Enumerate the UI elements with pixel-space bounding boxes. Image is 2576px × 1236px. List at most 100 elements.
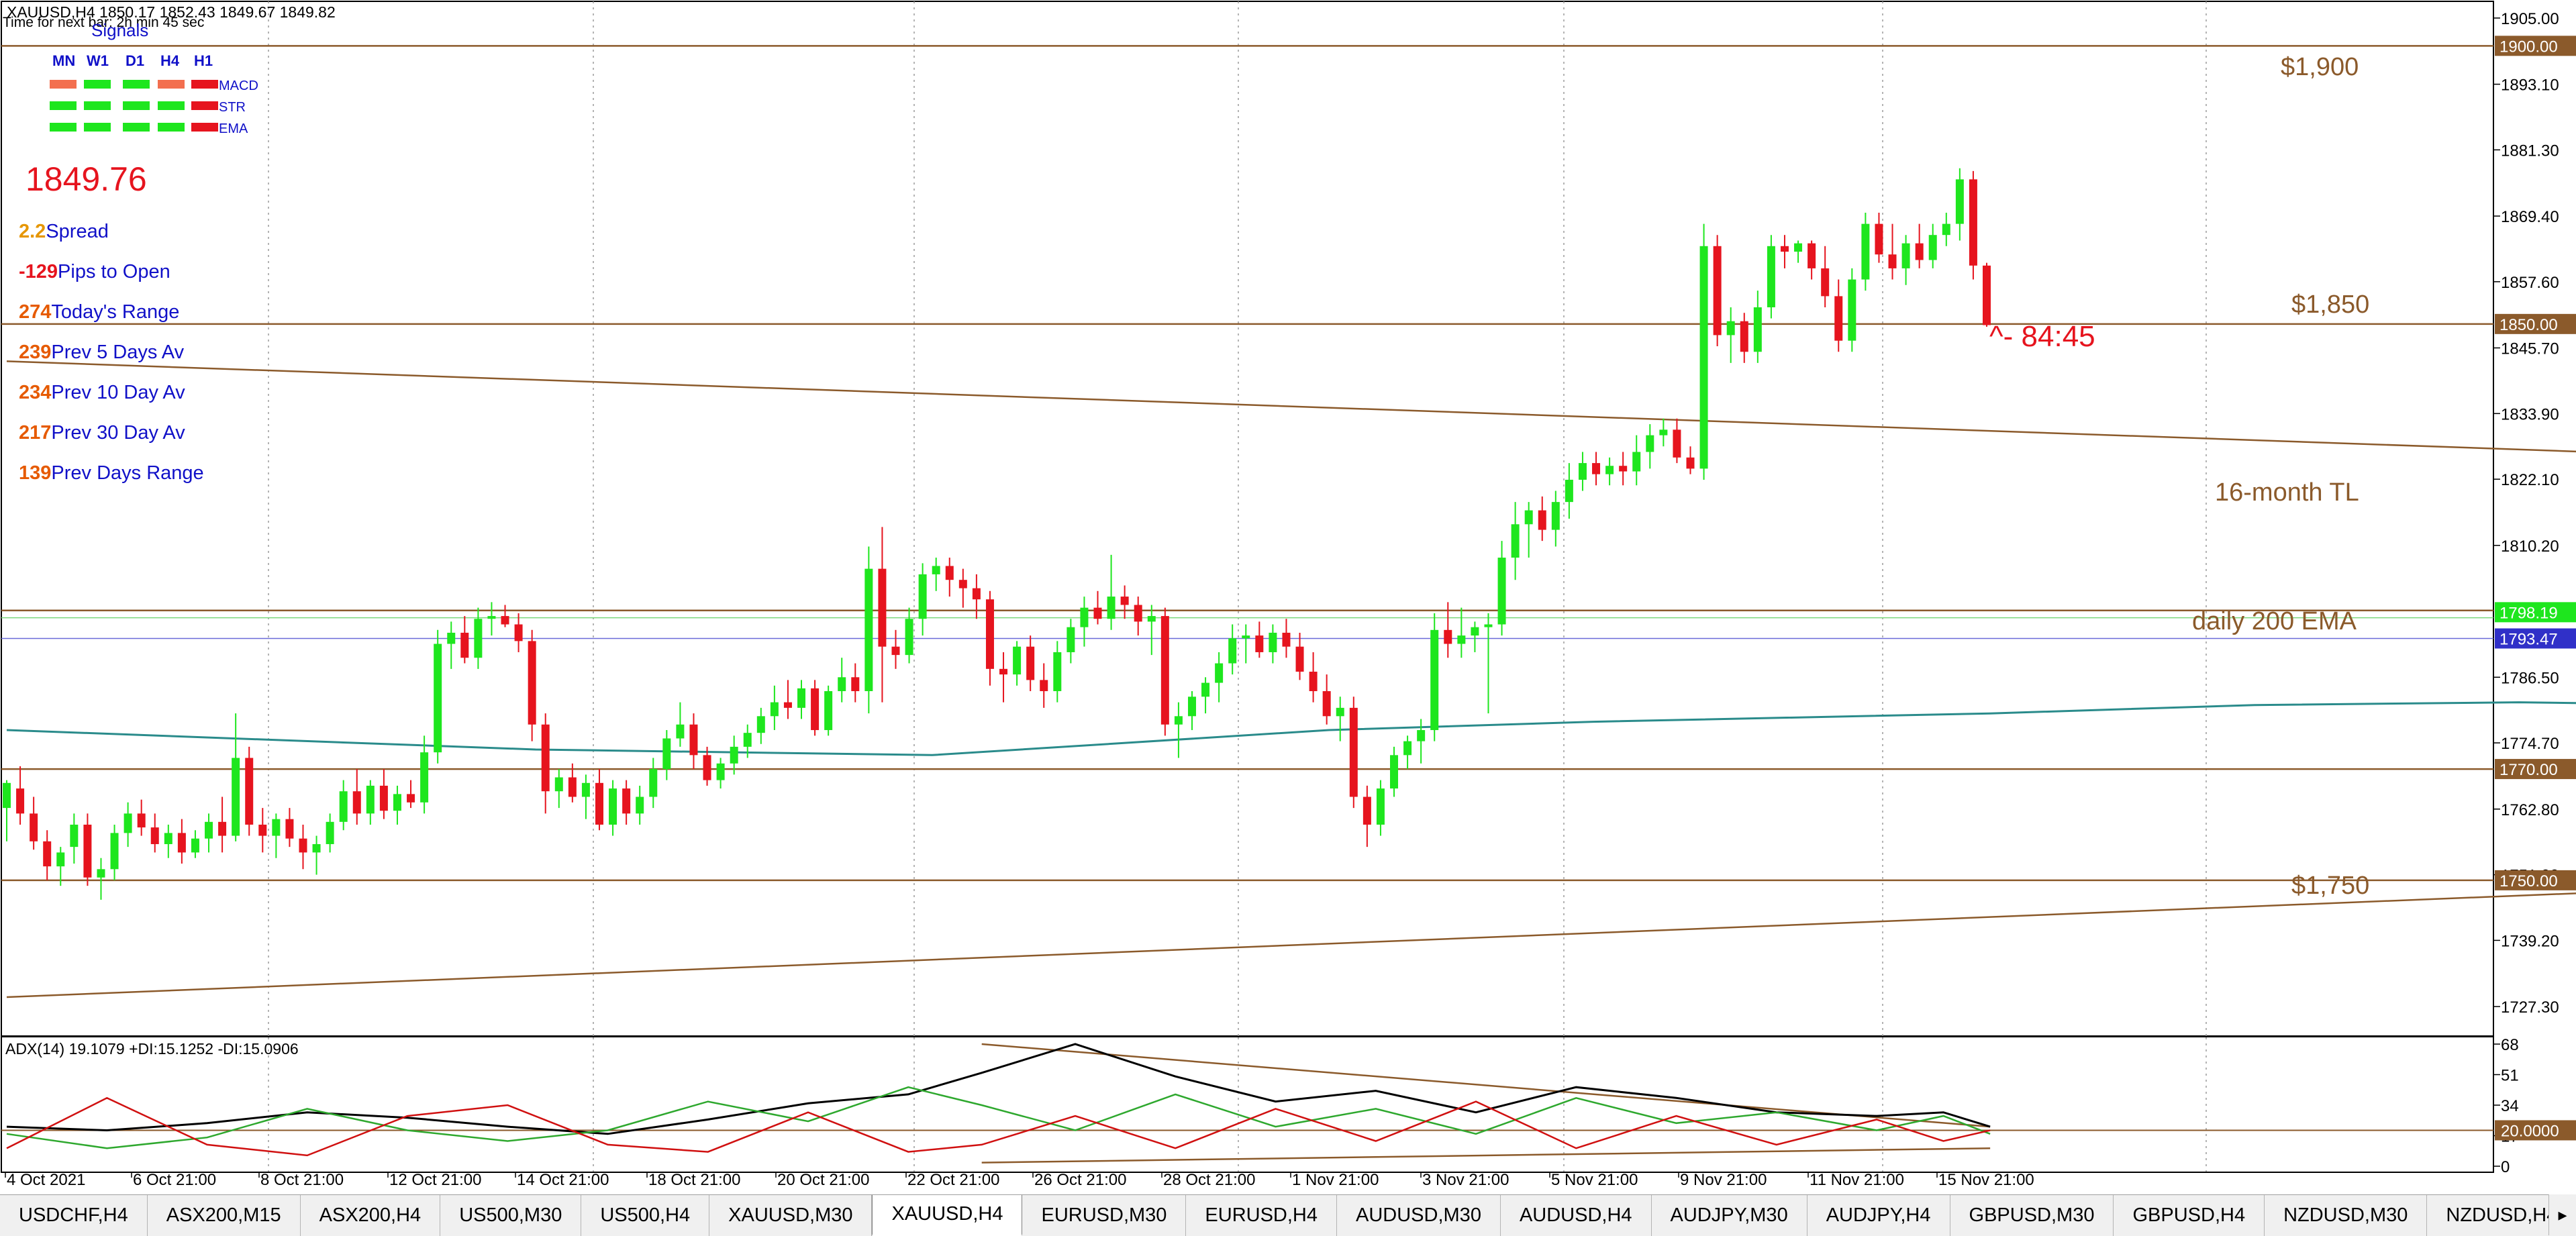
chart-tab[interactable]: AUDUSD,M30 xyxy=(1337,1195,1501,1236)
candle-body xyxy=(1605,466,1614,474)
candle-body xyxy=(501,616,509,625)
timeframe-label: MN xyxy=(52,52,75,69)
stat-label: Prev 30 Day Av xyxy=(51,422,185,444)
chart-tab[interactable]: XAUUSD,H4 xyxy=(872,1195,1023,1236)
price-badge-label: 1850.00 xyxy=(2499,316,2558,334)
stat-row: 274Today's Range xyxy=(19,301,179,323)
candle-body xyxy=(1107,597,1116,619)
candle-body xyxy=(1538,510,1546,530)
candle-body xyxy=(420,752,429,803)
candle xyxy=(1861,213,1870,291)
chart-tab[interactable]: NZDUSD,M30 xyxy=(2265,1195,2428,1236)
price-tick-label: 1786.50 xyxy=(2501,669,2559,687)
candle-body xyxy=(83,824,92,878)
candle xyxy=(811,680,820,736)
candle-body xyxy=(716,763,725,780)
trendlines xyxy=(6,360,2576,998)
candle xyxy=(1255,621,1264,658)
signal-cell xyxy=(158,123,185,132)
candle xyxy=(1794,240,1803,263)
candle xyxy=(1013,641,1022,686)
candle xyxy=(1592,452,1601,486)
candle xyxy=(1619,452,1628,486)
candle xyxy=(177,819,186,864)
time-tick-label: 15 Nov 21:00 xyxy=(1938,1171,2034,1189)
candle-body xyxy=(1040,680,1048,691)
chart-tab[interactable]: USDCHF,H4 xyxy=(0,1195,148,1236)
candle xyxy=(1349,697,1358,809)
candle-body xyxy=(1215,663,1224,683)
adx-badge-bg xyxy=(2495,1120,2576,1141)
candle xyxy=(1417,719,1426,764)
adx-title: ADX(14) 19.1079 +DI:15.1252 -DI:15.0906 xyxy=(5,1040,299,1058)
candle xyxy=(1646,424,1654,469)
candle-body xyxy=(1901,243,1910,268)
candle xyxy=(1471,621,1479,652)
chart-tab[interactable]: ASX200,M15 xyxy=(147,1195,301,1236)
chart-tab[interactable]: ASX200,H4 xyxy=(300,1195,441,1236)
chart-tab[interactable]: US500,M30 xyxy=(440,1195,582,1236)
price-chart-area[interactable] xyxy=(1,1,2494,1037)
candle xyxy=(1201,677,1210,714)
candle xyxy=(1686,446,1695,474)
candle xyxy=(3,780,11,841)
candle-body xyxy=(945,566,954,580)
price-badge-bg xyxy=(2495,628,2576,649)
candle-body xyxy=(1147,616,1156,622)
chart-tab[interactable]: GBPUSD,M30 xyxy=(1950,1195,2114,1236)
chart-tab[interactable]: EURUSD,M30 xyxy=(1022,1195,1187,1236)
candle-body xyxy=(312,843,321,853)
candle xyxy=(1726,307,1735,363)
price-tick-label: 1833.90 xyxy=(2501,405,2559,423)
candle-body xyxy=(1120,597,1129,605)
candle-body xyxy=(676,724,685,739)
stats-panel: 2.2Spread -129Pips to Open 274Today's Rang… xyxy=(19,221,204,484)
candle-body xyxy=(1861,223,1870,280)
candle xyxy=(312,835,321,875)
chart-tab[interactable]: AUDJPY,H4 xyxy=(1807,1195,1950,1236)
candle xyxy=(245,746,254,836)
candle xyxy=(70,813,79,864)
candle-body xyxy=(1322,691,1331,717)
signal-row-label: EMA xyxy=(219,121,248,136)
countdown-label: ^- 84:45 xyxy=(1989,320,2095,353)
candle-body xyxy=(743,733,752,747)
candle-body xyxy=(339,791,348,822)
candle-body xyxy=(177,833,186,853)
candle-body xyxy=(164,833,172,844)
candle-body xyxy=(299,838,307,853)
candle-body xyxy=(137,813,146,828)
price-badge: 1770.00 xyxy=(2495,759,2576,780)
candle xyxy=(716,758,725,789)
price-badges: 1900.00 1850.00 1798.19 1793.47 1770.00 1750.… xyxy=(2495,36,2576,890)
candle xyxy=(1187,691,1196,731)
candle-body xyxy=(43,841,52,867)
chart-tab[interactable]: EURUSD,H4 xyxy=(1186,1195,1338,1236)
adx-line xyxy=(6,1043,1991,1135)
stat-value: 2.2 xyxy=(19,221,46,242)
candle xyxy=(123,802,132,847)
candle xyxy=(164,824,172,858)
time-tick-label: 28 Oct 21:00 xyxy=(1163,1171,1255,1189)
chart-tab[interactable]: GBPUSD,H4 xyxy=(2114,1195,2265,1236)
stat-label: Pips to Open xyxy=(58,261,170,282)
candle-body xyxy=(1794,243,1803,252)
candle-body xyxy=(851,677,860,691)
stat-label: Spread xyxy=(46,221,109,242)
adx-tick-label: 51 xyxy=(2501,1067,2519,1085)
candle xyxy=(1524,502,1533,558)
candle-body xyxy=(932,566,940,574)
chart-tab[interactable]: XAUUSD,M30 xyxy=(709,1195,873,1236)
chart-tab[interactable]: AUDUSD,H4 xyxy=(1500,1195,1652,1236)
chart-tab[interactable]: AUDJPY,M30 xyxy=(1651,1195,1807,1236)
candle-body xyxy=(972,588,981,600)
candle xyxy=(1807,240,1816,280)
candle xyxy=(1457,607,1466,658)
candle-body xyxy=(1457,635,1466,644)
trendline-16m-label: 16-month TL xyxy=(2215,478,2359,507)
adx-panel[interactable] xyxy=(1,1036,2494,1173)
tab-scroll-right-icon[interactable]: ▸ xyxy=(2548,1194,2576,1235)
chart-tab[interactable]: US500,H4 xyxy=(581,1195,710,1236)
candle-body xyxy=(770,702,779,717)
